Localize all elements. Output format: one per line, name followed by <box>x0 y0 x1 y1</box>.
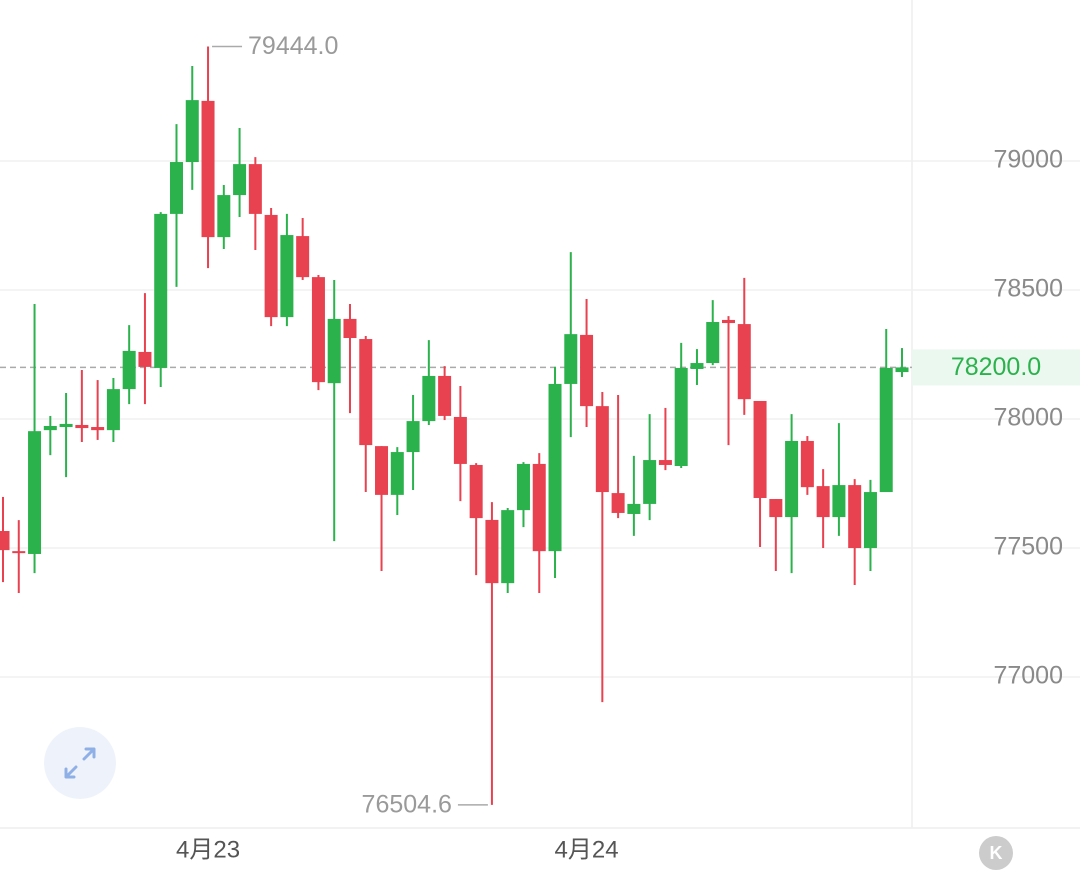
kline-button-bg[interactable] <box>979 836 1013 870</box>
y-tick-label: 78500 <box>993 275 1063 303</box>
candle-body <box>375 446 389 495</box>
candle-body <box>169 162 183 214</box>
candle-body <box>643 460 657 504</box>
candle-body <box>532 463 546 552</box>
candle-body <box>485 519 499 584</box>
y-tick-label: 77000 <box>993 662 1063 690</box>
expand-icon[interactable] <box>64 747 96 779</box>
candle-body <box>106 389 120 431</box>
candle-body <box>43 425 57 431</box>
candle-body <box>359 339 373 446</box>
kline-button-label[interactable]: K <box>990 843 1003 863</box>
candle-body <box>706 322 720 364</box>
candle-body <box>327 318 341 384</box>
candle-body <box>674 367 688 466</box>
candle-body <box>0 531 10 551</box>
candle-body <box>800 440 814 488</box>
last-price-box <box>912 349 1080 386</box>
candle-body <box>296 236 310 278</box>
candle-body <box>280 235 294 318</box>
candle-body <box>785 440 799 518</box>
candle-body <box>438 375 452 416</box>
x-tick-label: 4月23 <box>176 836 240 863</box>
candle-body <box>595 406 609 493</box>
candle-body <box>690 363 704 369</box>
expand-button-bg[interactable] <box>44 727 116 799</box>
x-tick-label: 4月24 <box>555 836 619 863</box>
candle-body <box>879 367 893 493</box>
min-label: 76504.6 <box>362 790 452 818</box>
candle-body <box>658 460 672 465</box>
candle-body <box>185 100 199 163</box>
candle-body <box>59 423 73 428</box>
candle-body <box>737 324 751 400</box>
candle-body <box>722 319 736 324</box>
candle-body <box>75 424 89 429</box>
candle-body <box>12 551 26 554</box>
candle-body <box>406 421 420 453</box>
y-tick-label: 79000 <box>993 146 1063 174</box>
candle-body <box>469 464 483 519</box>
last-price-label: 78200.0 <box>951 353 1041 381</box>
y-tick-label: 77500 <box>993 533 1063 561</box>
candle-body <box>28 431 42 554</box>
candle-body <box>138 351 152 367</box>
candle-body <box>154 213 168 368</box>
expand-button[interactable] <box>44 727 116 799</box>
candle-body <box>422 375 436 422</box>
candle-body <box>390 452 404 495</box>
candle-body <box>122 350 136 390</box>
candle-body <box>311 277 325 383</box>
candle-body <box>201 100 215 238</box>
candle-body <box>453 416 467 464</box>
candle-body <box>611 493 625 513</box>
candle-body <box>580 334 594 407</box>
candle-body <box>863 492 877 549</box>
candle-body <box>91 427 105 431</box>
y-tick-label: 78000 <box>993 404 1063 432</box>
candle-body <box>516 463 530 511</box>
candle-body <box>832 485 846 518</box>
candle-body <box>233 164 247 196</box>
max-label: 79444.0 <box>248 32 338 60</box>
candle-body <box>848 485 862 549</box>
candle-body <box>548 383 562 552</box>
candle-body <box>816 486 830 518</box>
candle-body <box>627 503 641 514</box>
candle-body <box>217 195 231 238</box>
candle-body <box>248 164 262 214</box>
candle-body <box>769 499 783 518</box>
candle-body <box>753 400 767 498</box>
candle-body <box>501 510 515 584</box>
candle-body <box>343 318 357 339</box>
candle-body <box>564 334 578 384</box>
candle-body <box>264 214 278 318</box>
candle-body <box>895 367 909 373</box>
kline-button[interactable]: K <box>979 836 1013 870</box>
